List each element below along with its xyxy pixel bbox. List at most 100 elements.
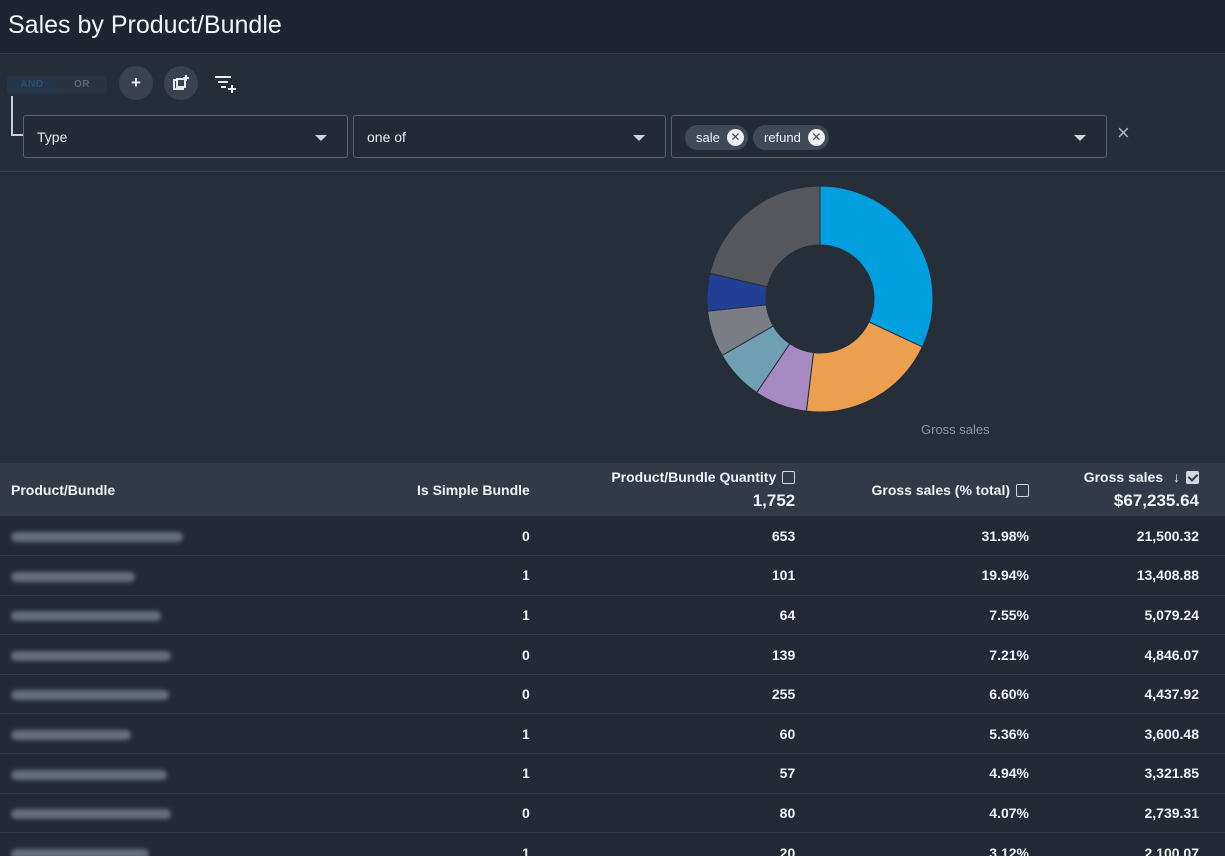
product-name-cell (0, 674, 337, 714)
gross-sales-cell: 3,321.85 (1144, 765, 1200, 782)
add-filter-button[interactable]: + (119, 66, 153, 100)
field-select[interactable]: Type (23, 115, 348, 158)
gross-pct-cell: 31.98% (981, 527, 1029, 544)
value-chip-refund[interactable]: refund ✕ (753, 125, 829, 150)
gross-pct-header-label: Gross sales (% total) (871, 481, 1011, 498)
gross-pct-cell: 7.21% (989, 646, 1029, 663)
gross-sales-cell: 3,600.48 (1144, 725, 1200, 742)
column-header-gross-sales[interactable]: Gross sales ↓ $67,235.64 (1030, 463, 1225, 516)
table-row[interactable]: 1 64 7.55% 5,079.24 (0, 595, 1225, 635)
column-header-quantity[interactable]: Product/Bundle Quantity 1,752 (531, 463, 796, 516)
chip-label: sale (696, 130, 720, 145)
chart-legend-label: Gross sales (921, 422, 990, 437)
gross-sales-cell: 13,408.88 (1136, 567, 1199, 584)
column-header-product[interactable]: Product/Bundle (11, 481, 116, 498)
table-row[interactable]: 1 101 19.94% 13,408.88 (0, 556, 1225, 596)
simple-bundle-cell: 1 (522, 765, 530, 782)
quantity-cell: 101 (771, 567, 796, 584)
simple-bundle-cell: 1 (522, 606, 530, 623)
chip-label: refund (764, 130, 801, 145)
donut-chart (706, 185, 934, 413)
gross-sales-cell: 5,079.24 (1144, 606, 1200, 623)
gross-pct-cell: 6.60% (989, 686, 1029, 703)
table-row[interactable]: 0 653 31.98% 21,500.32 (0, 516, 1225, 556)
simple-bundle-cell: 0 (522, 804, 530, 821)
filter-panel: AND OR + Type one of sale ✕ (0, 54, 1225, 172)
column-header-gross-pct[interactable]: Gross sales (% total) (796, 463, 1030, 516)
value-multiselect[interactable]: sale ✕ refund ✕ (671, 115, 1107, 158)
value-chip-sale[interactable]: sale ✕ (685, 125, 748, 150)
chevron-down-icon (633, 135, 645, 141)
quantity-cell: 60 (779, 725, 796, 742)
table-row[interactable]: 1 60 5.36% 3,600.48 (0, 714, 1225, 754)
quantity-cell: 80 (779, 804, 796, 821)
remove-chip-icon[interactable]: ✕ (726, 129, 744, 146)
gross-sales-cell: 21,500.32 (1136, 527, 1199, 544)
page-header: Sales by Product/Bundle (0, 0, 1225, 54)
gross-total-checkbox[interactable] (1186, 470, 1199, 484)
gross-pct-cell: 4.94% (989, 765, 1029, 782)
gross-header-label: Gross sales (1083, 468, 1164, 485)
donut-slice-7[interactable] (709, 185, 821, 288)
redacted-product-name (11, 809, 171, 820)
gross-sales-cell: 4,846.07 (1144, 646, 1200, 663)
gross-pct-total-checkbox[interactable] (1016, 483, 1029, 497)
chevron-down-icon (1074, 135, 1086, 141)
quantity-cell: 64 (779, 606, 796, 623)
simple-bundle-cell: 0 (522, 527, 530, 544)
add-group-icon (173, 75, 189, 90)
page-title: Sales by Product/Bundle (8, 11, 282, 39)
quantity-cell: 57 (779, 765, 796, 782)
table-row[interactable]: 0 80 4.07% 2,739.31 (0, 793, 1225, 833)
or-option[interactable]: OR (74, 79, 90, 90)
sales-table: Product/Bundle Is Simple Bundle Product/… (0, 463, 1225, 856)
simple-bundle-cell: 1 (522, 725, 530, 742)
gross-pct-cell: 5.36% (989, 725, 1029, 742)
gross-pct-cell: 19.94% (981, 567, 1029, 584)
redacted-product-name (11, 769, 167, 780)
redacted-product-name (11, 848, 149, 856)
and-option[interactable]: AND (7, 76, 57, 94)
chevron-down-icon (315, 135, 327, 141)
quantity-cell: 653 (771, 527, 796, 544)
table-row[interactable]: 1 20 3.12% 2,100.07 (0, 833, 1225, 856)
quantity-cell: 255 (771, 686, 796, 703)
table-header-row: Product/Bundle Is Simple Bundle Product/… (0, 463, 1225, 516)
table-row[interactable]: 0 139 7.21% 4,846.07 (0, 635, 1225, 675)
donut-slice-1[interactable] (819, 185, 934, 348)
remove-chip-icon[interactable]: ✕ (807, 129, 825, 146)
and-or-toggle[interactable]: AND OR (7, 76, 107, 94)
donut-chart-panel: Gross sales (0, 173, 1225, 463)
gross-sales-cell: 2,100.07 (1144, 844, 1200, 856)
gross-pct-cell: 7.55% (989, 606, 1029, 623)
column-header-simple-bundle[interactable]: Is Simple Bundle (417, 481, 530, 498)
redacted-product-name (11, 571, 135, 582)
operator-select-value: one of (367, 129, 406, 145)
sort-desc-icon[interactable]: ↓ (1173, 468, 1180, 485)
table-row[interactable]: 0 255 6.60% 4,437.92 (0, 674, 1225, 714)
product-name-cell (0, 556, 337, 596)
simple-bundle-cell: 1 (522, 844, 530, 856)
redacted-product-name (11, 531, 183, 542)
redacted-product-name (11, 650, 171, 661)
quantity-header-label: Product/Bundle Quantity (611, 468, 777, 485)
simple-bundle-cell: 1 (522, 567, 530, 584)
table-row[interactable]: 1 57 4.94% 3,321.85 (0, 754, 1225, 794)
gross-sales-cell: 4,437.92 (1144, 686, 1200, 703)
product-name-cell (0, 516, 337, 556)
redacted-product-name (11, 690, 169, 701)
quantity-total-checkbox[interactable] (782, 470, 796, 484)
filter-add-icon[interactable] (213, 71, 239, 95)
quantity-total: 1,752 (752, 490, 796, 510)
product-name-cell (0, 595, 337, 635)
product-name-cell (0, 793, 337, 833)
add-group-button[interactable] (164, 66, 198, 100)
operator-select[interactable]: one of (353, 115, 666, 158)
quantity-cell: 139 (771, 646, 796, 663)
gross-sales-cell: 2,739.31 (1144, 804, 1200, 821)
filter-connector-line (11, 96, 23, 136)
gross-pct-cell: 4.07% (989, 804, 1029, 821)
product-name-cell (0, 833, 337, 856)
remove-filter-icon[interactable]: × (1117, 120, 1130, 145)
field-select-value: Type (37, 129, 68, 145)
